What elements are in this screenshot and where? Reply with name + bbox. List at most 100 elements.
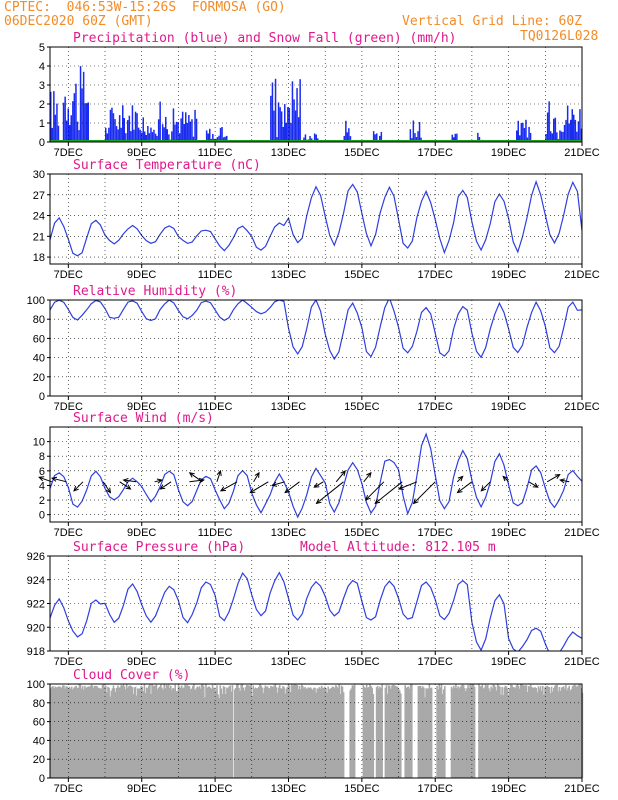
y-tick-label: 4 (39, 61, 45, 73)
precip-bar (105, 127, 107, 142)
x-tick-label: 13DEC (271, 147, 307, 159)
precip-bar (576, 131, 578, 142)
x-tick-label: 7DEC (54, 401, 83, 413)
precip-bar (520, 123, 523, 142)
wind-vector-head (313, 482, 320, 488)
precip-bar (453, 137, 455, 142)
precip-bar (205, 130, 208, 142)
cloud-bar (369, 684, 371, 778)
cloud-bar (537, 686, 540, 778)
cloud-bar (518, 688, 521, 778)
y-tick-label: 60 (33, 717, 45, 729)
precip-bar (553, 118, 555, 142)
cloud-bar (467, 684, 469, 778)
cloud-bar (515, 685, 518, 778)
cloud-bar (501, 687, 503, 778)
precip-bar (56, 103, 58, 142)
cloud-bar (281, 688, 283, 778)
precip-bar (456, 133, 458, 142)
wind-vector (528, 481, 539, 488)
cloud-bar (241, 684, 244, 778)
cloud-bar (242, 687, 245, 778)
cloud-bar (138, 688, 140, 778)
x-tick-label: 13DEC (271, 783, 307, 795)
press-plot-frame (49, 555, 583, 652)
cloud-bar (125, 684, 128, 778)
cloud-bar (386, 693, 389, 778)
cloud-bar (132, 693, 135, 778)
cloud-bar (208, 686, 211, 778)
precip-bar (271, 82, 274, 142)
y-tick-label: 20 (33, 372, 45, 384)
cloud-bar (105, 685, 107, 778)
precip-bar (212, 133, 214, 142)
cloud-bar (471, 684, 474, 778)
cloud-bar (150, 693, 152, 778)
wind-vector-head (554, 474, 561, 479)
cloud-bar (398, 690, 401, 778)
cloud-bar (459, 686, 462, 778)
precip-bar (529, 132, 532, 142)
cloud-bar (299, 689, 302, 778)
wind-vector-head (502, 475, 509, 482)
cloud-bar (92, 687, 95, 778)
cloud-bar (331, 686, 334, 778)
precip-bar (127, 120, 129, 142)
cloud-bar (146, 688, 149, 778)
cloud-bar (417, 686, 420, 778)
x-tick-label: 17DEC (417, 656, 453, 668)
precip-bar (209, 128, 211, 142)
cloud-bar (178, 686, 181, 778)
cloud-bar (488, 688, 490, 778)
wind-vector (160, 481, 172, 490)
precip-bar (180, 118, 182, 142)
cloud-bar (275, 687, 278, 778)
wind-vector (154, 479, 162, 483)
cloud-bar (273, 685, 275, 778)
y-tick-label: 924 (27, 575, 45, 587)
cloud-bar (119, 687, 121, 778)
precip-bar (290, 123, 292, 142)
x-tick-label: 9DEC (127, 269, 156, 281)
precip-bar (82, 71, 85, 142)
cloud-bar (252, 685, 255, 778)
cloud-bar (145, 687, 148, 778)
precip-bar (372, 131, 375, 142)
cloud-bar (55, 687, 58, 778)
precip-bar (106, 133, 109, 142)
precip-bar (191, 119, 193, 142)
cloud-bar (323, 687, 325, 778)
cloud-bar (148, 685, 150, 778)
wind-vector (560, 479, 570, 483)
cloud-bar (99, 688, 102, 778)
wind-vector-head (374, 498, 381, 505)
cloud-bar (260, 685, 262, 778)
precip-bar (53, 91, 55, 142)
x-tick-label: 13DEC (271, 656, 307, 668)
x-tick-label: 19DEC (491, 527, 527, 539)
cloud-bar (332, 687, 335, 778)
cloud-bar (88, 686, 91, 778)
precip-bar (574, 119, 577, 142)
cloud-bar (184, 684, 186, 778)
cloud-bar (298, 685, 301, 778)
cloud-bar (225, 694, 227, 778)
precip-bar (163, 127, 165, 142)
cloud-bar (539, 686, 542, 778)
wind-vector (480, 481, 491, 492)
x-tick-label: 9DEC (127, 147, 156, 159)
cloud-bar (56, 687, 59, 778)
precip-bar (296, 88, 298, 142)
precip-bar (117, 129, 119, 142)
cloud-bar (149, 684, 151, 778)
cloud-bar (167, 684, 170, 778)
cloud-bar (489, 691, 491, 778)
cloud-bar (484, 684, 487, 778)
cloud-bar (271, 686, 273, 778)
precip-bar (551, 133, 553, 142)
cloud-bar (532, 687, 534, 778)
cloud-bar (131, 686, 134, 778)
cloud-bar (54, 686, 56, 778)
precip-bar (345, 120, 347, 142)
